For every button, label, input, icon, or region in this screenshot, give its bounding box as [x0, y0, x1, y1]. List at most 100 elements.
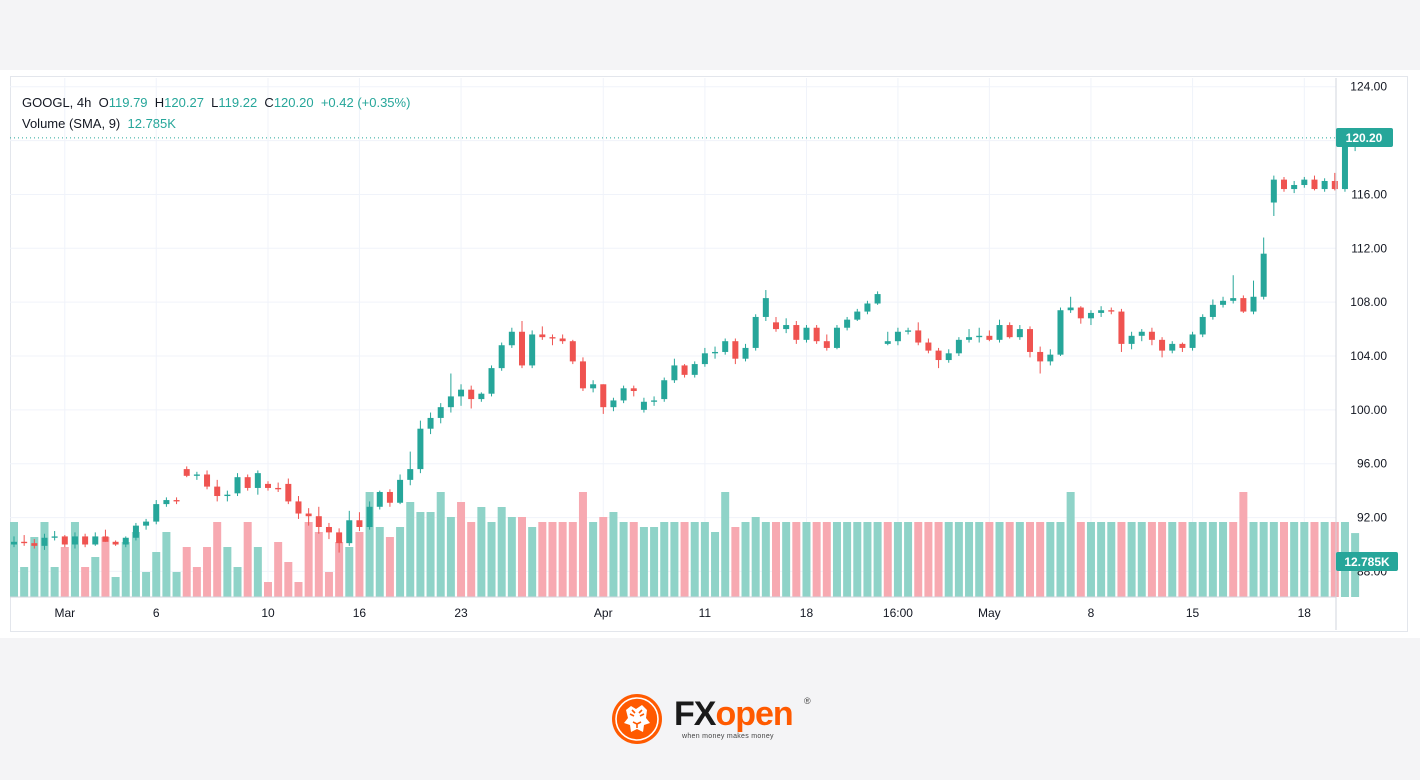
- volume-bar: [985, 522, 994, 597]
- candle-body: [1027, 329, 1033, 352]
- volume-indicator-label[interactable]: Volume (SMA, 9): [22, 116, 121, 131]
- time-tick-label: 8: [1088, 606, 1095, 620]
- volume-bar: [396, 527, 405, 597]
- candle-body: [712, 351, 719, 354]
- price-axis[interactable]: 124.00 116.00 112.00 108.00 104.00 100.00 96.0…: [1350, 80, 1387, 579]
- candle-body: [224, 494, 231, 497]
- high-label: H: [154, 95, 165, 110]
- price-tick-label: 124.00: [1350, 80, 1387, 94]
- candle-body: [366, 506, 373, 527]
- last-price-tag-text: 120.20: [1346, 131, 1383, 145]
- candle-body: [112, 541, 119, 545]
- volume-bar: [690, 522, 699, 597]
- candle-body: [275, 487, 282, 490]
- candle-body: [1220, 300, 1227, 305]
- volume-bar: [182, 547, 191, 597]
- candle-body: [386, 491, 393, 503]
- candle-body: [1077, 307, 1084, 319]
- volume-bar: [111, 577, 120, 597]
- volume-bar: [1310, 522, 1319, 597]
- volume-bar: [1280, 522, 1288, 597]
- candle-body: [1311, 179, 1318, 190]
- volume-bar: [324, 572, 333, 597]
- candle-body: [325, 526, 332, 533]
- candle-body: [508, 331, 515, 346]
- candle-body: [315, 516, 322, 527]
- registered-mark: ®: [804, 696, 811, 706]
- time-tick-label: 6: [153, 606, 160, 620]
- last-price-tag-bg: [1336, 128, 1393, 147]
- candlestick-series: [11, 136, 1359, 553]
- volume-bar: [578, 492, 587, 597]
- volume-bar: [1056, 522, 1065, 597]
- volume-bar: [121, 542, 130, 597]
- volume-bar: [843, 522, 852, 597]
- candle-body: [549, 337, 556, 339]
- candle-body: [1281, 179, 1287, 190]
- candle-body: [163, 500, 170, 505]
- volume-bar: [924, 522, 933, 597]
- volume-bar: [944, 522, 953, 597]
- candle-body: [539, 334, 546, 338]
- volume-bar: [426, 512, 435, 597]
- candle-body: [1169, 343, 1176, 351]
- volume-bar: [832, 522, 841, 597]
- candle-body: [132, 525, 139, 538]
- candle-body: [356, 520, 363, 527]
- candle-body: [1331, 180, 1338, 190]
- price-chart[interactable]: 124.00 116.00 112.00 108.00 104.00 100.00 96.0…: [0, 0, 1420, 640]
- volume-bar: [518, 517, 526, 597]
- candle-body: [620, 388, 627, 401]
- candle-body: [51, 536, 58, 538]
- volume-bar: [1239, 492, 1248, 597]
- volume-bar: [1107, 522, 1116, 597]
- candle-body: [1260, 253, 1267, 297]
- volume-bar: [1188, 522, 1197, 597]
- volume-bar: [965, 522, 974, 597]
- time-axis[interactable]: Mar 6 10 16 23 Apr 11 18 16:00 May 8 15 18: [54, 606, 1311, 620]
- volume-bar: [142, 572, 151, 597]
- price-tick-label: 92.00: [1357, 511, 1387, 525]
- volume-bar: [223, 547, 232, 597]
- candle-body: [193, 474, 200, 476]
- volume-bar: [304, 522, 313, 597]
- candle-body: [31, 543, 38, 546]
- volume-bar: [1117, 522, 1126, 597]
- volume-bar: [40, 522, 49, 597]
- candle-body: [265, 483, 271, 488]
- volume-bar: [487, 522, 496, 597]
- candle-body: [844, 319, 851, 328]
- price-tick-label: 112.00: [1351, 241, 1387, 255]
- time-tick-label: 15: [1186, 606, 1200, 620]
- time-tick-label: 11: [699, 606, 712, 620]
- symbol-label[interactable]: GOOGL, 4h: [22, 95, 92, 110]
- volume-bar: [345, 547, 354, 597]
- volume-bar: [1076, 522, 1085, 597]
- candle-body: [397, 479, 404, 503]
- candle-body: [488, 368, 495, 394]
- volume-tag-bg: [1336, 552, 1398, 571]
- volume-bar: [274, 542, 283, 597]
- candle-body: [427, 417, 434, 429]
- volume-bar: [385, 537, 394, 597]
- volume-bar: [802, 522, 811, 597]
- candle-body: [884, 341, 891, 344]
- volume-bar: [863, 522, 872, 597]
- candle-body: [71, 536, 78, 545]
- candle-body: [1098, 310, 1105, 313]
- candle-body: [1108, 310, 1115, 312]
- volume-bar: [355, 532, 364, 597]
- volume-bar: [1208, 522, 1217, 597]
- candle-body: [285, 483, 292, 502]
- volume-bar: [477, 507, 486, 597]
- candle-body: [590, 384, 597, 389]
- volume-bar: [589, 522, 598, 597]
- candle-body: [417, 428, 424, 470]
- volume-bar: [629, 522, 638, 597]
- chart-legend: GOOGL, 4h O119.79 H120.27 L119.22 C120.2…: [22, 92, 410, 134]
- volume-bar: [507, 517, 516, 597]
- volume-legend-row: Volume (SMA, 9) 12.785K: [22, 113, 410, 134]
- volume-bar: [457, 502, 466, 597]
- time-tick-label: Mar: [54, 606, 75, 620]
- page-header-band: [0, 0, 1420, 70]
